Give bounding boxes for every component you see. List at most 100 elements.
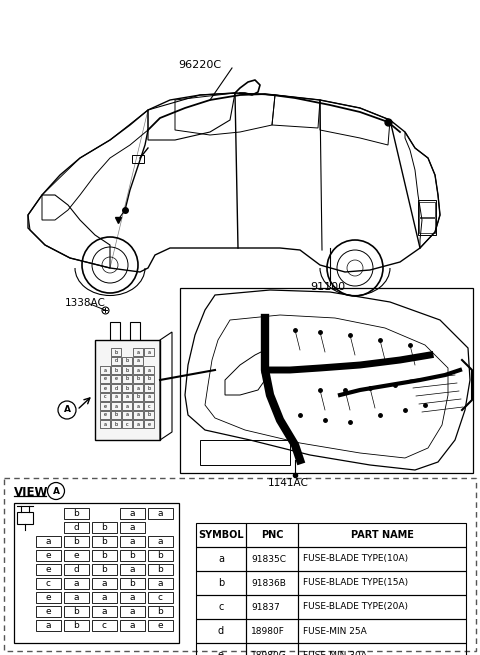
Bar (298, 619, 466, 643)
Bar (64, 550, 89, 561)
Bar (418, 200, 436, 235)
Bar (180, 288, 473, 473)
Bar (144, 375, 154, 383)
Text: b: b (157, 551, 163, 560)
Text: SYMBOL: SYMBOL (198, 530, 244, 540)
Bar (120, 536, 145, 547)
Text: a: a (130, 523, 135, 532)
Text: a: a (104, 422, 107, 426)
Bar (298, 595, 466, 619)
Text: e: e (46, 607, 51, 616)
Bar (36, 592, 61, 603)
Text: a: a (115, 403, 118, 409)
Bar (120, 578, 145, 589)
Bar (64, 508, 89, 519)
Text: a: a (102, 607, 107, 616)
Text: 96220C: 96220C (178, 60, 221, 70)
Text: PART NAME: PART NAME (350, 530, 413, 540)
Text: b: b (73, 537, 79, 546)
Bar (133, 402, 143, 410)
Text: a: a (147, 350, 151, 354)
Bar (64, 522, 89, 533)
Bar (111, 384, 121, 392)
Text: a: a (130, 607, 135, 616)
Bar (133, 348, 143, 356)
Bar (36, 620, 61, 631)
Bar (120, 550, 145, 561)
Bar (148, 592, 173, 603)
Text: 91837: 91837 (251, 603, 280, 612)
Text: e: e (147, 422, 151, 426)
Text: 1338AC: 1338AC (65, 298, 106, 308)
Bar (120, 564, 145, 575)
Text: e: e (46, 593, 51, 602)
Bar (133, 375, 143, 383)
Bar (100, 366, 110, 374)
Text: a: a (136, 422, 140, 426)
Text: d: d (218, 626, 224, 636)
Text: b: b (147, 413, 151, 417)
Bar (92, 578, 117, 589)
Text: b: b (136, 394, 140, 400)
Text: VIEW: VIEW (14, 486, 48, 499)
Text: c: c (102, 621, 107, 630)
Text: e: e (104, 377, 107, 381)
Text: a: a (158, 537, 163, 546)
Bar (111, 402, 121, 410)
Bar (148, 620, 173, 631)
Text: a: a (136, 403, 140, 409)
Bar (148, 564, 173, 575)
Bar (100, 384, 110, 392)
Text: c: c (148, 403, 150, 409)
Text: a: a (136, 367, 140, 373)
Bar (144, 402, 154, 410)
Bar (111, 348, 121, 356)
Bar (132, 155, 144, 163)
Bar (133, 411, 143, 419)
Text: a: a (218, 554, 224, 564)
Bar (133, 420, 143, 428)
Bar (92, 606, 117, 617)
Text: b: b (125, 377, 129, 381)
Bar (4, 478, 476, 651)
Bar (120, 620, 145, 631)
Bar (14, 503, 179, 643)
Bar (419, 202, 435, 217)
Text: b: b (125, 386, 129, 390)
Bar (64, 536, 89, 547)
Text: b: b (102, 523, 108, 532)
Text: b: b (218, 578, 224, 588)
Text: a: a (102, 579, 107, 588)
Bar (111, 375, 121, 383)
Bar (100, 393, 110, 401)
Bar (64, 592, 89, 603)
Text: c: c (126, 422, 128, 426)
Text: e: e (74, 551, 79, 560)
Bar (298, 547, 466, 571)
Text: 91836B: 91836B (251, 578, 286, 588)
Bar (111, 357, 121, 365)
Bar (64, 564, 89, 575)
Text: a: a (136, 358, 140, 364)
Text: a: a (130, 593, 135, 602)
Text: a: a (147, 367, 151, 373)
Text: d: d (73, 565, 79, 574)
Text: a: a (158, 579, 163, 588)
Bar (133, 357, 143, 365)
Text: a: a (130, 621, 135, 630)
Bar (36, 536, 61, 547)
Bar (196, 595, 246, 619)
Text: b: b (130, 579, 135, 588)
Text: d: d (114, 358, 118, 364)
Bar (36, 578, 61, 589)
Bar (122, 411, 132, 419)
Bar (419, 218, 435, 233)
Text: a: a (46, 537, 51, 546)
Text: a: a (130, 537, 135, 546)
Text: a: a (158, 509, 163, 518)
Text: a: a (125, 394, 129, 400)
Bar (148, 578, 173, 589)
Bar (246, 571, 298, 595)
Text: b: b (147, 386, 151, 390)
Text: b: b (157, 565, 163, 574)
